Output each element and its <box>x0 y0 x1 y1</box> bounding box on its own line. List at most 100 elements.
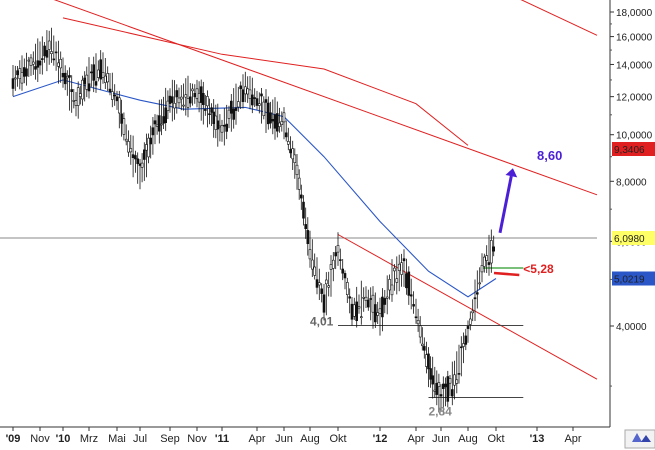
x-tick-label: Mai <box>108 433 126 445</box>
price-candle <box>244 86 247 95</box>
price-candle <box>308 249 312 260</box>
price-candle <box>79 93 82 97</box>
price-candle <box>405 273 408 289</box>
price-candle <box>264 99 268 103</box>
price-candle <box>388 279 391 291</box>
price-candle <box>108 88 112 92</box>
price-candle <box>492 246 496 252</box>
x-tick-label: Okt <box>487 433 504 445</box>
x-tick-label: Aug <box>458 433 478 445</box>
price-marker-box <box>612 231 655 245</box>
price-candle <box>149 137 152 145</box>
x-tick-label: Sep <box>160 433 180 445</box>
price-candle <box>214 115 218 130</box>
price-candle <box>246 88 249 95</box>
x-tick-label: Okt <box>329 433 346 445</box>
x-tick-label: Apr <box>564 433 581 445</box>
price-candle <box>414 316 418 319</box>
price-candle <box>322 294 326 313</box>
x-tick-label: '11 <box>215 433 229 445</box>
price-candle <box>278 122 281 127</box>
annotation-label: 2,84 <box>429 405 453 419</box>
price-candle <box>453 374 456 386</box>
price-candle <box>480 265 484 273</box>
price-candle <box>94 81 98 86</box>
price-candle <box>140 162 144 168</box>
price-candle <box>313 266 317 276</box>
price-candle <box>239 85 242 90</box>
price-layer <box>11 27 496 415</box>
annotation-label: 4,01 <box>310 315 334 329</box>
price-candle <box>441 383 445 389</box>
price-candle <box>234 107 238 111</box>
price-candle <box>378 308 382 314</box>
price-candle <box>422 346 426 351</box>
price-candle <box>18 68 22 79</box>
price-candle <box>57 62 60 67</box>
price-candle <box>197 93 201 103</box>
price-candle <box>52 58 56 61</box>
price-candle <box>409 294 413 297</box>
price-candle <box>106 73 109 83</box>
price-candle <box>74 100 78 106</box>
price-candle <box>448 377 452 384</box>
price-candle <box>459 346 463 349</box>
price-candle <box>395 278 399 283</box>
price-candle <box>429 368 432 380</box>
price-candle <box>418 325 422 338</box>
price-candle <box>282 112 286 123</box>
price-candle <box>248 89 252 99</box>
price-candle <box>151 127 155 136</box>
line-long-term-trend <box>520 0 598 36</box>
price-candle <box>134 155 137 160</box>
price-candle <box>482 256 486 267</box>
price-candle <box>227 109 231 119</box>
price-candle <box>20 72 24 84</box>
price-candle <box>336 245 340 253</box>
price-candle <box>317 282 321 286</box>
price-candle <box>220 125 224 133</box>
price-candle <box>369 298 373 300</box>
price-candle <box>262 101 266 116</box>
price-candle <box>425 354 428 367</box>
price-candle <box>275 113 279 132</box>
price-candle <box>478 282 482 285</box>
price-candle <box>286 141 290 145</box>
line-slow-average <box>62 17 469 146</box>
x-tick-label: '10 <box>56 433 71 445</box>
price-candle <box>310 259 314 270</box>
price-candle <box>87 83 91 92</box>
lines-layer <box>0 0 598 398</box>
price-candle <box>427 353 430 370</box>
line-upper-trend <box>53 0 598 196</box>
price-candle <box>90 71 93 74</box>
price-candle <box>43 45 46 57</box>
price-candle <box>173 103 176 109</box>
x-tick-label: '13 <box>530 433 545 445</box>
price-candle <box>143 149 146 160</box>
x-tick-label: Nov <box>30 433 50 445</box>
price-candle <box>475 292 479 295</box>
price-candle <box>359 316 363 319</box>
x-axis: '09 Nov '10 Mrz Mai Jul Sep Nov '11 Apr Jun Aug Okt '… <box>6 427 582 445</box>
price-candle <box>145 144 148 151</box>
price-candle <box>334 252 338 257</box>
arrow-head-icon <box>505 168 518 178</box>
x-tick-label: Nov <box>187 433 207 445</box>
price-candle <box>304 224 308 229</box>
price-candle <box>237 101 240 108</box>
price-candle <box>104 75 107 83</box>
price-candle <box>350 303 354 320</box>
price-candle <box>118 97 121 114</box>
price-candle <box>232 108 235 120</box>
price-candle <box>341 268 345 274</box>
price-candle <box>162 116 165 124</box>
x-tick-label: Mrz <box>80 433 98 445</box>
price-candle <box>124 138 128 142</box>
price-candle <box>348 296 352 299</box>
y-tick-label: 8,0000 <box>616 177 647 188</box>
price-candle <box>131 154 135 159</box>
price-candle <box>320 288 324 294</box>
price-candle <box>327 285 331 288</box>
price-candle <box>34 66 37 70</box>
